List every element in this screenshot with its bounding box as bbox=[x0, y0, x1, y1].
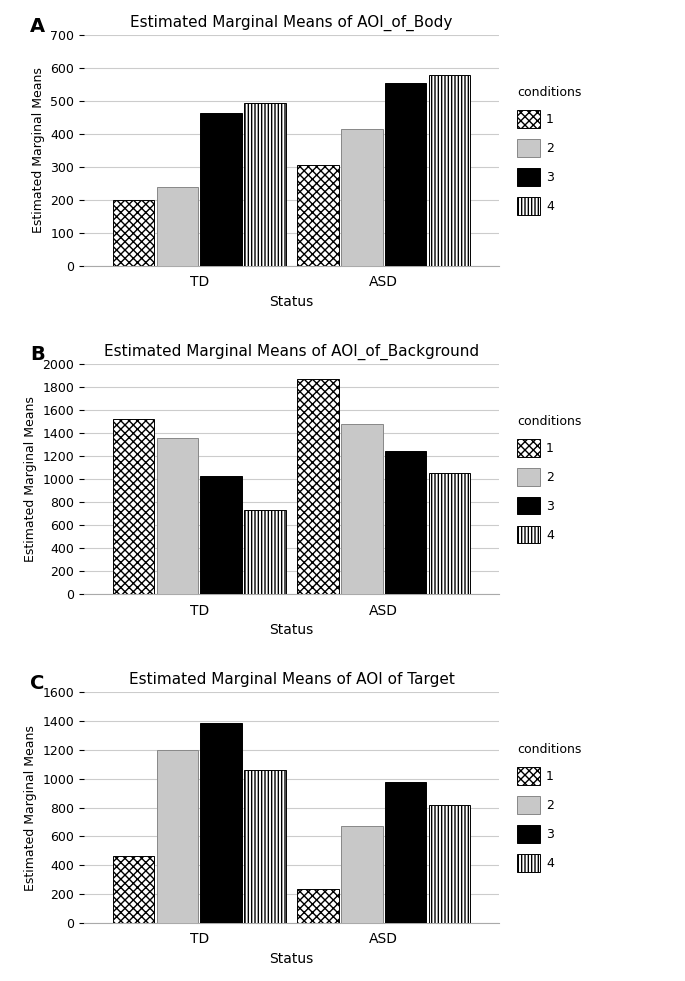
Bar bbox=[201, 476, 242, 594]
Legend: 1, 2, 3, 4: 1, 2, 3, 4 bbox=[514, 411, 586, 547]
Text: B: B bbox=[30, 345, 45, 365]
Bar bbox=[297, 889, 339, 923]
Bar bbox=[341, 424, 383, 594]
Bar bbox=[297, 165, 339, 266]
Bar bbox=[201, 113, 242, 266]
Title: Estimated Marginal Means of AOI of Target: Estimated Marginal Means of AOI of Targe… bbox=[129, 672, 454, 687]
Title: Estimated Marginal Means of AOI_of_Background: Estimated Marginal Means of AOI_of_Backg… bbox=[104, 343, 479, 360]
Bar bbox=[157, 750, 198, 923]
Bar bbox=[429, 804, 470, 923]
Bar bbox=[113, 419, 154, 594]
Bar bbox=[201, 723, 242, 923]
X-axis label: Status: Status bbox=[269, 624, 314, 638]
Bar bbox=[385, 83, 427, 266]
Bar bbox=[429, 75, 470, 266]
Text: C: C bbox=[30, 674, 45, 693]
Bar bbox=[245, 510, 286, 594]
X-axis label: Status: Status bbox=[269, 952, 314, 966]
Bar bbox=[245, 103, 286, 266]
Bar bbox=[157, 186, 198, 266]
Bar bbox=[113, 855, 154, 923]
Bar bbox=[297, 379, 339, 594]
Legend: 1, 2, 3, 4: 1, 2, 3, 4 bbox=[514, 740, 586, 876]
Bar bbox=[385, 782, 427, 923]
Bar bbox=[341, 826, 383, 923]
Y-axis label: Estimated Marginal Means: Estimated Marginal Means bbox=[24, 725, 37, 891]
Bar bbox=[429, 473, 470, 594]
Bar bbox=[245, 770, 286, 923]
Bar bbox=[385, 451, 427, 594]
Y-axis label: Estimated Marginal Means: Estimated Marginal Means bbox=[32, 68, 45, 233]
Y-axis label: Estimated Marginal Means: Estimated Marginal Means bbox=[24, 396, 37, 562]
Bar bbox=[157, 438, 198, 594]
Text: A: A bbox=[30, 17, 45, 36]
X-axis label: Status: Status bbox=[269, 295, 314, 309]
Title: Estimated Marginal Means of AOI_of_Body: Estimated Marginal Means of AOI_of_Body bbox=[130, 15, 453, 31]
Legend: 1, 2, 3, 4: 1, 2, 3, 4 bbox=[514, 82, 586, 219]
Bar bbox=[113, 200, 154, 266]
Bar bbox=[341, 129, 383, 266]
